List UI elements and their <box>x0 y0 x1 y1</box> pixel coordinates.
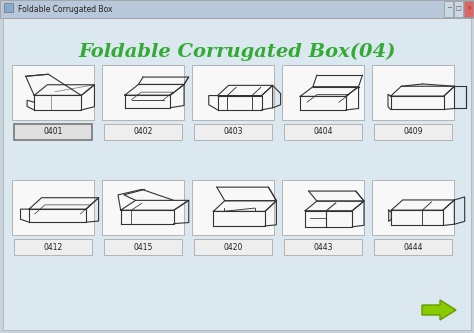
FancyBboxPatch shape <box>12 180 94 235</box>
FancyBboxPatch shape <box>194 239 272 255</box>
FancyBboxPatch shape <box>374 239 452 255</box>
FancyBboxPatch shape <box>102 65 184 120</box>
Text: 0409: 0409 <box>403 128 423 137</box>
Text: 0402: 0402 <box>133 128 153 137</box>
Text: 0443: 0443 <box>313 242 333 251</box>
FancyBboxPatch shape <box>102 180 184 235</box>
Text: Foldable Corrugated Box(04): Foldable Corrugated Box(04) <box>78 43 396 61</box>
FancyBboxPatch shape <box>192 65 274 120</box>
FancyBboxPatch shape <box>372 65 454 120</box>
FancyBboxPatch shape <box>104 124 182 140</box>
FancyBboxPatch shape <box>444 1 453 17</box>
FancyBboxPatch shape <box>372 180 454 235</box>
FancyBboxPatch shape <box>454 1 463 17</box>
FancyBboxPatch shape <box>192 180 274 235</box>
FancyBboxPatch shape <box>282 65 364 120</box>
Text: □: □ <box>456 7 461 12</box>
FancyBboxPatch shape <box>14 124 92 140</box>
Text: 0404: 0404 <box>313 128 333 137</box>
FancyBboxPatch shape <box>4 3 13 12</box>
FancyBboxPatch shape <box>0 0 474 18</box>
Text: 0415: 0415 <box>133 242 153 251</box>
FancyBboxPatch shape <box>284 239 362 255</box>
FancyBboxPatch shape <box>284 124 362 140</box>
Text: 0420: 0420 <box>223 242 243 251</box>
Text: Foldable Corrugated Box: Foldable Corrugated Box <box>18 5 112 14</box>
Text: 0401: 0401 <box>43 128 63 137</box>
FancyBboxPatch shape <box>3 18 471 330</box>
Text: ─: ─ <box>447 7 450 12</box>
Text: 0412: 0412 <box>44 242 63 251</box>
Polygon shape <box>422 300 456 320</box>
FancyBboxPatch shape <box>194 124 272 140</box>
FancyBboxPatch shape <box>282 180 364 235</box>
FancyBboxPatch shape <box>104 239 182 255</box>
FancyBboxPatch shape <box>464 1 473 17</box>
FancyBboxPatch shape <box>14 239 92 255</box>
FancyBboxPatch shape <box>374 124 452 140</box>
Text: 0444: 0444 <box>403 242 423 251</box>
Text: ✕: ✕ <box>466 7 471 12</box>
FancyBboxPatch shape <box>12 65 94 120</box>
Text: 0403: 0403 <box>223 128 243 137</box>
